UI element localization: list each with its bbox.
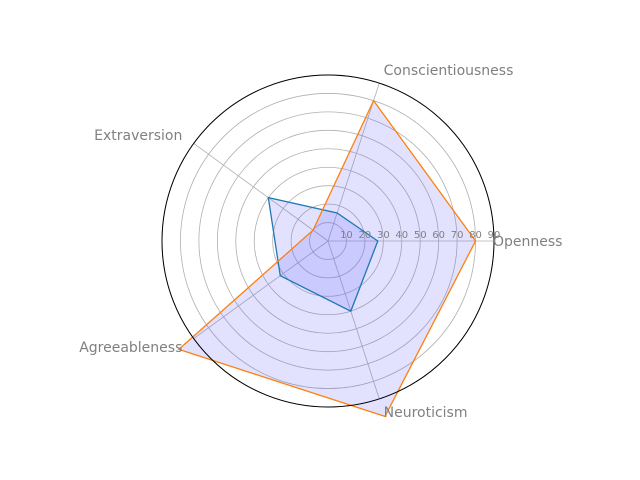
radial-tick-90: 90 [488, 230, 501, 241]
radial-tick-70: 70 [451, 230, 464, 241]
series-2-line [177, 99, 477, 418]
radial-tick-60: 60 [432, 230, 445, 241]
series-1-line [267, 196, 379, 313]
radial-tick-40: 40 [395, 230, 408, 241]
spoke-conscientiousness [327, 83, 380, 242]
spoke-extraversion [193, 143, 329, 242]
radial-tick-50: 50 [414, 230, 427, 241]
radial-tick-20: 20 [359, 230, 372, 241]
category-label-agreeableness: Agreeableness [79, 340, 182, 356]
spoke-neuroticism [327, 240, 380, 399]
series-2-fill [178, 100, 476, 417]
category-label-conscientiousness: Conscientiousness [384, 63, 514, 79]
category-label-extraversion: Extraversion [94, 128, 182, 144]
axis-spokes [193, 83, 494, 399]
series-group [177, 99, 477, 418]
category-labels: Openness Conscientiousness Extraversion Agr… [79, 63, 562, 421]
spoke-agreeableness [193, 240, 329, 339]
radial-tick-80: 80 [469, 230, 482, 241]
category-label-openness: Openness [493, 234, 562, 250]
polar-frame [161, 74, 495, 408]
radial-tick-labels: 10 20 30 40 50 60 70 80 90 [340, 230, 500, 241]
radial-tick-30: 30 [377, 230, 390, 241]
radial-tick-10: 10 [340, 230, 353, 241]
category-label-neuroticism: Neuroticism [384, 405, 468, 421]
